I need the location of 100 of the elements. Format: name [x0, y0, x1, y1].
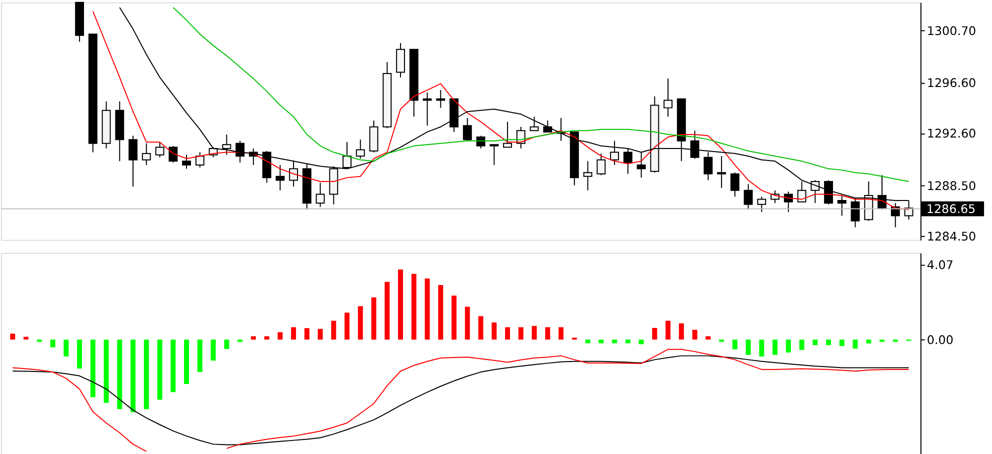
- bar: [170, 340, 176, 392]
- bar: [331, 320, 336, 340]
- candlestick: [543, 120, 552, 132]
- bar: [278, 332, 283, 340]
- y-tick-label: 0.00: [926, 333, 954, 348]
- bar: [438, 284, 444, 340]
- bar: [130, 340, 136, 412]
- candlestick: [610, 140, 619, 166]
- bar: [598, 340, 604, 344]
- bar: [678, 323, 684, 340]
- candlestick: [717, 156, 726, 188]
- bar: [318, 328, 323, 340]
- candlestick: [342, 142, 352, 170]
- bar: [452, 296, 457, 340]
- bar: [852, 340, 858, 349]
- candlestick: [596, 153, 606, 176]
- bar: [264, 336, 270, 340]
- candlestick: [142, 142, 151, 166]
- candlestick: [757, 196, 766, 212]
- candlestick: [730, 172, 740, 198]
- candlestick: [636, 152, 646, 178]
- bar: [184, 340, 190, 384]
- bar: [866, 340, 872, 344]
- candlestick: [222, 134, 232, 156]
- bar: [666, 320, 671, 340]
- bar: [732, 340, 738, 350]
- bar: [411, 274, 416, 340]
- y-tick-label: 1288.50: [926, 178, 976, 193]
- y-tick-label: 1292.60: [926, 126, 976, 141]
- candlestick: [168, 145, 178, 163]
- bar: [117, 340, 122, 410]
- bar: [344, 312, 350, 340]
- bar: [144, 340, 149, 410]
- bar: [358, 306, 363, 340]
- y-tick-label: 1300.70: [926, 24, 976, 38]
- line-series: [172, 6, 910, 182]
- candlestick: [128, 135, 138, 188]
- bar: [464, 306, 470, 340]
- bar: [24, 336, 29, 340]
- bar: [839, 340, 844, 346]
- bar: [90, 340, 96, 398]
- bar: [304, 328, 310, 340]
- bar: [585, 340, 590, 344]
- candlestick: [182, 154, 191, 170]
- bar: [558, 327, 564, 340]
- candlestick: [236, 140, 244, 163]
- bar: [799, 340, 804, 350]
- bar: [291, 327, 296, 340]
- bar: [518, 327, 524, 340]
- bar: [625, 340, 630, 344]
- bar: [398, 269, 404, 340]
- candlestick: [276, 164, 285, 191]
- candlestick: [784, 191, 793, 212]
- bar: [505, 327, 510, 340]
- bar: [746, 340, 751, 355]
- bar: [812, 340, 818, 346]
- bar: [50, 340, 56, 348]
- y-tick-label: 4.07: [926, 258, 954, 272]
- bar: [545, 327, 550, 340]
- bar: [759, 340, 764, 357]
- candlestick: [744, 184, 753, 210]
- bar: [786, 340, 791, 352]
- candlestick: [490, 144, 499, 166]
- candlestick: [664, 78, 672, 118]
- bar: [772, 340, 778, 355]
- bar: [692, 330, 698, 340]
- y-tick-label: 1296.60: [926, 76, 976, 90]
- bar: [638, 340, 644, 344]
- bar: [10, 334, 16, 340]
- bar: [424, 278, 430, 340]
- bar: [157, 340, 162, 400]
- candlestick: [462, 117, 472, 142]
- candlestick: [396, 42, 405, 78]
- bar: [210, 340, 216, 361]
- candlestick: [503, 121, 512, 148]
- candlestick: [583, 160, 592, 191]
- bar: [64, 340, 69, 357]
- bar: [532, 326, 537, 340]
- bar: [250, 336, 256, 340]
- bar: [77, 340, 82, 369]
- bar: [826, 340, 832, 346]
- bar: [197, 340, 202, 372]
- candlestick: [356, 139, 365, 160]
- bar: [224, 340, 230, 349]
- candlestick: [155, 142, 164, 158]
- y-tick-label: 1284.50: [926, 230, 976, 244]
- bar: [492, 322, 497, 340]
- candlestick: [316, 182, 325, 208]
- candlestick: [195, 152, 204, 168]
- bar: [104, 340, 109, 403]
- candlestick: [530, 116, 539, 132]
- candlestick: [704, 152, 713, 181]
- candlestick: [623, 148, 632, 174]
- bar: [478, 316, 484, 340]
- bar: [612, 340, 618, 344]
- bar: [652, 328, 658, 340]
- bar: [371, 297, 376, 340]
- candlestick: [436, 90, 446, 108]
- ref-line-label: 1286.65: [926, 202, 976, 216]
- candlestick: [690, 130, 700, 160]
